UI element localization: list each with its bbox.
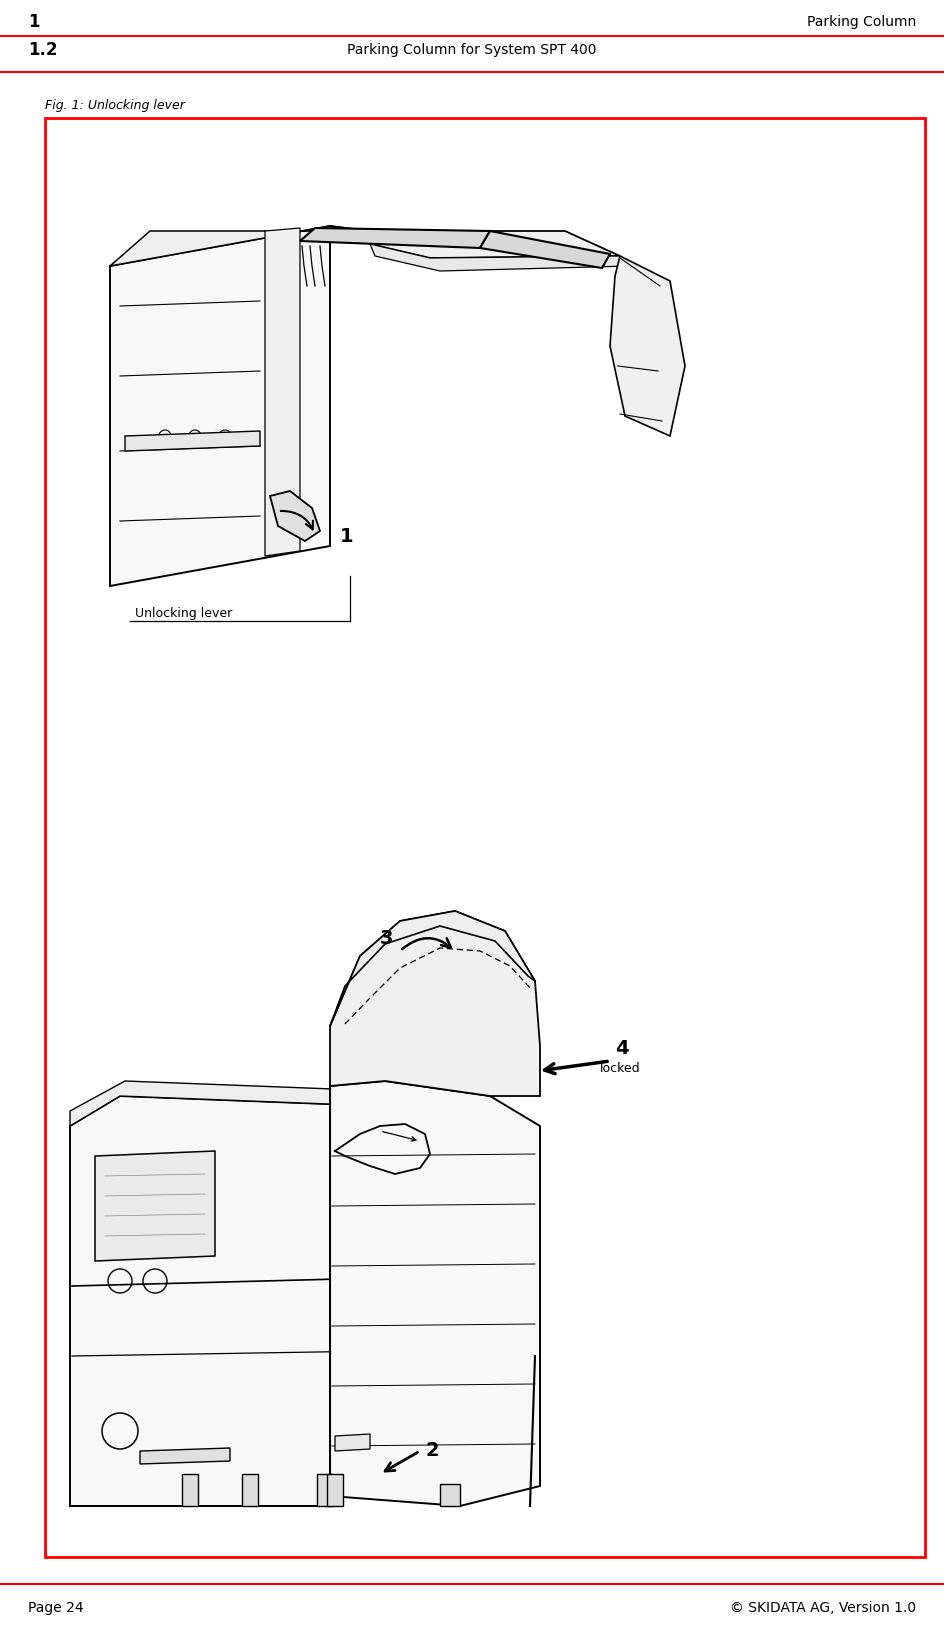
Text: 1: 1 [28, 13, 40, 31]
Polygon shape [330, 1081, 540, 1507]
Polygon shape [330, 911, 540, 1096]
Text: 3: 3 [380, 929, 394, 947]
FancyArrowPatch shape [545, 1062, 607, 1073]
Polygon shape [70, 1081, 385, 1126]
Polygon shape [610, 255, 685, 437]
Text: locked: locked [600, 1062, 641, 1075]
Polygon shape [270, 491, 320, 542]
Polygon shape [242, 1474, 258, 1507]
Text: 1.2: 1.2 [28, 41, 58, 59]
Polygon shape [182, 1474, 198, 1507]
Polygon shape [110, 226, 330, 586]
Text: Unlocking lever: Unlocking lever [135, 607, 232, 620]
Polygon shape [265, 227, 300, 556]
Polygon shape [335, 1435, 370, 1451]
Text: 2: 2 [425, 1441, 439, 1461]
Text: 4: 4 [615, 1039, 629, 1057]
Text: Parking Column for System SPT 400: Parking Column for System SPT 400 [347, 43, 597, 57]
Text: Parking Column: Parking Column [807, 15, 916, 29]
FancyArrowPatch shape [280, 510, 312, 530]
Polygon shape [70, 1096, 380, 1507]
Polygon shape [140, 1448, 230, 1464]
Polygon shape [300, 227, 490, 249]
Polygon shape [110, 226, 370, 267]
Polygon shape [330, 911, 535, 1026]
Polygon shape [125, 430, 260, 452]
Polygon shape [480, 231, 610, 268]
Polygon shape [440, 1484, 460, 1507]
FancyArrowPatch shape [385, 1453, 417, 1471]
Bar [45, 118, 925, 1557]
FancyArrowPatch shape [382, 1132, 416, 1140]
Text: © SKIDATA AG, Version 1.0: © SKIDATA AG, Version 1.0 [730, 1602, 916, 1615]
Text: Page 24: Page 24 [28, 1602, 84, 1615]
Text: 1: 1 [340, 527, 354, 545]
Polygon shape [330, 226, 620, 258]
FancyArrowPatch shape [402, 937, 450, 949]
Polygon shape [370, 244, 630, 272]
Text: Fig. 1: Unlocking lever: Fig. 1: Unlocking lever [45, 98, 185, 111]
Polygon shape [327, 1474, 343, 1507]
Polygon shape [317, 1474, 333, 1507]
Polygon shape [95, 1152, 215, 1261]
